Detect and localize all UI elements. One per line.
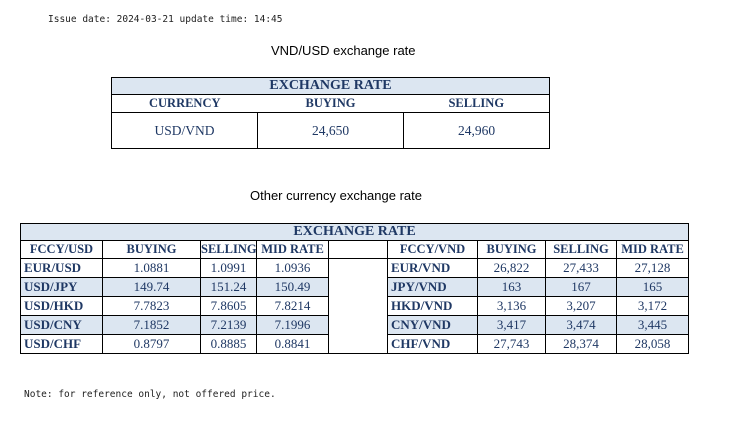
selling-cell: 24,960 <box>402 112 551 149</box>
buying-cell: 7.1852 <box>102 315 201 335</box>
pair-cell: CNY/VND <box>387 315 478 335</box>
table-row: USD/HKD 7.7823 7.8605 7.8214 HKD/VND 3,136 3,2… <box>20 296 690 316</box>
buying-cell: 24,650 <box>257 112 404 149</box>
col-mid-rate: MID RATE <box>615 240 690 259</box>
column-gap <box>328 334 388 354</box>
mid-rate-cell: 1.0936 <box>256 258 329 278</box>
buying-cell: 26,822 <box>477 258 546 278</box>
mid-rate-cell: 27,128 <box>615 258 690 278</box>
buying-cell: 0.8797 <box>102 334 201 354</box>
vnd-usd-table: EXCHANGE RATE CURRENCY BUYING SELLING US… <box>110 77 551 149</box>
pair-cell: USD/CNY <box>20 315 103 335</box>
col-currency: CURRENCY <box>111 94 258 113</box>
buying-cell: 163 <box>477 277 546 297</box>
column-gap <box>328 315 388 335</box>
mid-rate-cell: 0.8841 <box>256 334 329 354</box>
buying-cell: 7.7823 <box>102 296 201 316</box>
selling-cell: 1.0991 <box>200 258 257 278</box>
issue-date-line: Issue date: 2024-03-21 update time: 14:4… <box>48 14 283 25</box>
selling-cell: 7.8605 <box>200 296 257 316</box>
selling-cell: 7.2139 <box>200 315 257 335</box>
currency-cell: USD/VND <box>111 112 258 149</box>
selling-cell: 27,433 <box>545 258 617 278</box>
selling-cell: 28,374 <box>545 334 617 354</box>
buying-cell: 149.74 <box>102 277 201 297</box>
col-buying: BUYING <box>257 94 404 113</box>
col-selling: SELLING <box>403 94 551 113</box>
pair-cell: USD/CHF <box>20 334 103 354</box>
mid-rate-cell: 3,172 <box>615 296 690 316</box>
mid-rate-cell: 150.49 <box>256 277 329 297</box>
pair-cell: USD/HKD <box>20 296 103 316</box>
pair-cell: CHF/VND <box>387 334 478 354</box>
table-row: USD/CHF 0.8797 0.8885 0.8841 CHF/VND 27,743 28… <box>20 334 690 354</box>
selling-cell: 3,207 <box>545 296 617 316</box>
pair-cell: EUR/USD <box>20 258 103 278</box>
col-fccy-usd: FCCY/USD <box>20 240 103 259</box>
mid-rate-cell: 165 <box>615 277 690 297</box>
column-gap <box>328 258 388 278</box>
mid-rate-cell: 28,058 <box>615 334 690 354</box>
buying-cell: 1.0881 <box>102 258 201 278</box>
selling-cell: 0.8885 <box>200 334 257 354</box>
col-buying: BUYING <box>477 240 546 259</box>
pair-cell: HKD/VND <box>387 296 478 316</box>
table-row: USD/VND 24,650 24,960 <box>111 112 551 149</box>
selling-cell: 151.24 <box>200 277 257 297</box>
selling-cell: 3,474 <box>545 315 617 335</box>
selling-cell: 167 <box>545 277 617 297</box>
col-buying: BUYING <box>102 240 201 259</box>
pair-cell: USD/JPY <box>20 277 103 297</box>
mid-rate-cell: 3,445 <box>615 315 690 335</box>
table-row: USD/CNY 7.1852 7.2139 7.1996 CNY/VND 3,417 3,4… <box>20 315 690 335</box>
col-selling: SELLING <box>200 240 257 259</box>
other-currency-title: Other currency exchange rate <box>250 188 422 203</box>
buying-cell: 27,743 <box>477 334 546 354</box>
column-gap <box>328 240 388 259</box>
buying-cell: 3,417 <box>477 315 546 335</box>
column-gap <box>328 296 388 316</box>
buying-cell: 3,136 <box>477 296 546 316</box>
col-selling: SELLING <box>545 240 617 259</box>
vnd-usd-title: VND/USD exchange rate <box>271 43 416 58</box>
table-row: EUR/USD 1.0881 1.0991 1.0936 EUR/VND 26,822 27… <box>20 258 690 278</box>
pair-cell: JPY/VND <box>387 277 478 297</box>
other-currency-table: EXCHANGE RATE FCCY/USD BUYING SELLING MI… <box>19 223 690 354</box>
column-gap <box>328 277 388 297</box>
table-row: USD/JPY 149.74 151.24 150.49 JPY/VND 163 167 16… <box>20 277 690 297</box>
exchange-rate-band: EXCHANGE RATE <box>19 223 690 241</box>
col-fccy-vnd: FCCY/VND <box>387 240 478 259</box>
mid-rate-cell: 7.8214 <box>256 296 329 316</box>
pair-cell: EUR/VND <box>387 258 478 278</box>
col-mid-rate: MID RATE <box>256 240 329 259</box>
exchange-rate-band: EXCHANGE RATE <box>110 77 551 95</box>
reference-note: Note: for reference only, not offered pr… <box>24 389 276 400</box>
mid-rate-cell: 7.1996 <box>256 315 329 335</box>
